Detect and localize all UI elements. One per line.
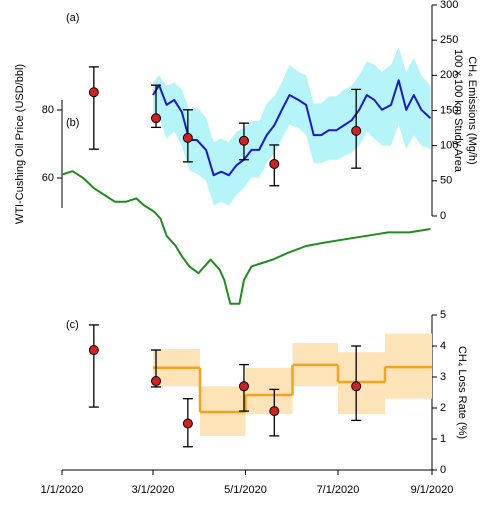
step-band xyxy=(245,367,293,415)
y-axis-title: CH₄ Emissions (Mg/h) xyxy=(466,56,478,164)
data-point xyxy=(269,406,280,417)
panel-label: (b) xyxy=(66,117,79,129)
y-tick-label: 4 xyxy=(440,340,446,352)
x-tick-label: 9/1/2020 xyxy=(411,484,454,496)
y-tick-label: 0 xyxy=(440,464,446,476)
data-point xyxy=(88,345,99,356)
uncertainty-band xyxy=(152,47,431,206)
y-tick-label: 1 xyxy=(440,433,446,445)
data-point xyxy=(151,113,162,124)
data-point xyxy=(238,135,249,146)
y-tick-label: 150 xyxy=(440,104,458,116)
x-tick-label: 1/1/2020 xyxy=(41,484,84,496)
data-point xyxy=(351,381,362,392)
data-point xyxy=(151,376,162,387)
x-tick-label: 7/1/2020 xyxy=(317,484,360,496)
x-tick-label: 3/1/2020 xyxy=(132,484,175,496)
data-point xyxy=(238,381,249,392)
data-point xyxy=(182,132,193,143)
y-tick-label: 0 xyxy=(440,210,446,222)
data-point xyxy=(182,418,193,429)
y-tick-label: 3 xyxy=(440,371,446,383)
y-tick-label: 2 xyxy=(440,402,446,414)
y-tick-label: 60 xyxy=(42,172,54,184)
y-tick-label: 100 xyxy=(440,140,458,152)
panel-label: (a) xyxy=(66,12,79,24)
data-point xyxy=(88,87,99,98)
y-axis-title: WTI-Cushing Oil Price (USD/bbl) xyxy=(14,64,26,224)
y-axis-title: 100 x 100 km Study Area xyxy=(452,49,464,173)
y-tick-label: 50 xyxy=(440,175,452,187)
data-point xyxy=(351,125,362,136)
data-line xyxy=(61,170,431,305)
y-tick-label: 250 xyxy=(440,34,458,46)
y-tick-label: 300 xyxy=(440,0,458,11)
data-point xyxy=(269,158,280,169)
y-axis-title: CH₄ Loss Rate (%) xyxy=(456,346,468,439)
y-tick-label: 80 xyxy=(42,104,54,116)
y-tick-label: 200 xyxy=(440,69,458,81)
x-tick-label: 5/1/2020 xyxy=(224,484,267,496)
data-line xyxy=(152,79,432,177)
y-tick-label: 5 xyxy=(440,309,446,321)
panel-label: (c) xyxy=(66,319,79,331)
